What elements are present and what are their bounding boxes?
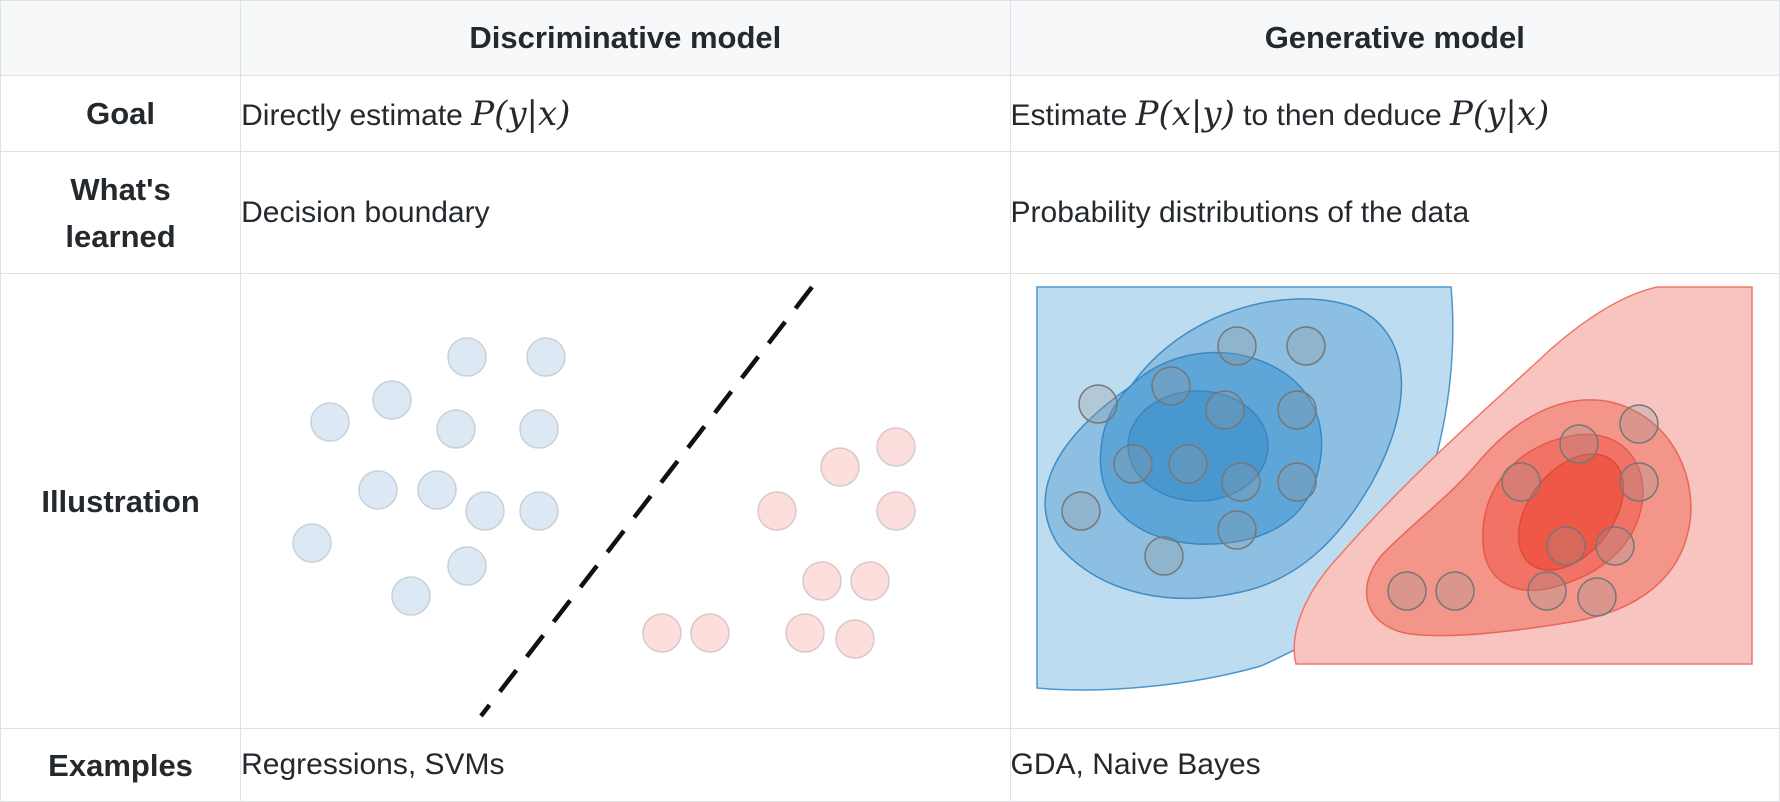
data-point bbox=[1434, 571, 1475, 611]
data-point bbox=[1150, 366, 1191, 406]
row-label-whats-learned-line1: What's bbox=[70, 171, 171, 207]
row-label-whats-learned: What's learned bbox=[0, 151, 242, 274]
data-point bbox=[1077, 384, 1118, 424]
blue-point bbox=[447, 337, 487, 377]
header-empty-cell bbox=[0, 0, 242, 76]
data-point bbox=[1112, 444, 1153, 484]
data-point bbox=[1500, 462, 1541, 502]
row-whats-learned: What's learned Decision boundary Probabil… bbox=[0, 151, 1780, 274]
blue-point bbox=[465, 491, 505, 531]
row-goal: Goal Directly estimate P(y|x) Estimate P… bbox=[0, 75, 1780, 152]
blue-point bbox=[519, 409, 559, 449]
header-generative: Generative model bbox=[1009, 0, 1780, 76]
header-row: Discriminative model Generative model bbox=[0, 0, 1780, 76]
header-discriminative: Discriminative model bbox=[240, 0, 1011, 76]
learned-discriminative: Decision boundary bbox=[240, 151, 1011, 274]
examples-generative: GDA, Naive Bayes bbox=[1009, 728, 1780, 802]
row-label-goal: Goal bbox=[0, 75, 242, 152]
goal-discriminative-formula: P(y|x) bbox=[471, 93, 571, 134]
illustration-generative bbox=[1009, 273, 1780, 729]
blue-class-points bbox=[292, 337, 566, 616]
red-point bbox=[757, 491, 797, 531]
red-point bbox=[850, 561, 890, 601]
illustration-discriminative bbox=[240, 273, 1011, 729]
blue-point bbox=[372, 380, 412, 420]
red-density-region bbox=[1293, 286, 1753, 665]
discriminative-illustration bbox=[292, 285, 916, 718]
red-point bbox=[876, 491, 916, 531]
data-point bbox=[1594, 526, 1635, 566]
data-point bbox=[1545, 526, 1586, 566]
goal-discriminative: Directly estimate P(y|x) bbox=[240, 75, 1011, 152]
decision-boundary bbox=[479, 285, 814, 718]
red-point bbox=[835, 619, 875, 659]
data-point bbox=[1143, 536, 1184, 576]
blue-point bbox=[292, 523, 332, 563]
data-point bbox=[1386, 571, 1427, 611]
data-point bbox=[1618, 404, 1659, 444]
data-point bbox=[1216, 326, 1257, 366]
red-class-points bbox=[642, 427, 916, 659]
row-examples: Examples Regressions, SVMs GDA, Naive Ba… bbox=[0, 728, 1780, 802]
data-point bbox=[1276, 390, 1317, 430]
red-point bbox=[876, 427, 916, 467]
blue-point bbox=[519, 491, 559, 531]
generative-data-points bbox=[1060, 326, 1659, 617]
blue-point bbox=[391, 576, 431, 616]
data-point bbox=[1526, 571, 1567, 611]
data-point bbox=[1558, 424, 1599, 464]
learned-generative: Probability distributions of the data bbox=[1009, 151, 1780, 274]
goal-generative: Estimate P(x|y) to then deduce P(y|x) bbox=[1009, 75, 1780, 152]
row-label-whats-learned-line2: learned bbox=[65, 218, 176, 254]
blue-point bbox=[436, 409, 476, 449]
data-point bbox=[1285, 326, 1326, 366]
goal-generative-formula-b: P(y|x) bbox=[1450, 93, 1550, 134]
data-point bbox=[1216, 510, 1257, 550]
row-illustration: Illustration bbox=[0, 273, 1780, 729]
examples-discriminative: Regressions, SVMs bbox=[240, 728, 1011, 802]
blue-point bbox=[526, 337, 566, 377]
goal-generative-formula-a: P(x|y) bbox=[1135, 93, 1235, 134]
data-point bbox=[1060, 491, 1101, 531]
data-point bbox=[1167, 444, 1208, 484]
data-point bbox=[1576, 577, 1617, 617]
red-point bbox=[820, 447, 860, 487]
generative-illustration bbox=[1035, 286, 1753, 691]
row-label-examples: Examples bbox=[0, 728, 242, 802]
data-point bbox=[1220, 462, 1261, 502]
data-point bbox=[1618, 462, 1659, 502]
blue-point bbox=[358, 470, 398, 510]
goal-discriminative-text: Directly estimate bbox=[241, 98, 472, 132]
goal-generative-text-b: to then deduce bbox=[1234, 98, 1451, 132]
red-point bbox=[785, 613, 825, 653]
data-point bbox=[1204, 390, 1245, 430]
red-point bbox=[802, 561, 842, 601]
blue-point bbox=[310, 402, 350, 442]
blue-point bbox=[447, 546, 487, 586]
blue-point bbox=[417, 470, 457, 510]
row-label-illustration: Illustration bbox=[0, 273, 242, 729]
data-point bbox=[1276, 462, 1317, 502]
red-point bbox=[690, 613, 730, 653]
goal-generative-text-a: Estimate bbox=[1010, 98, 1136, 132]
red-point bbox=[642, 613, 682, 653]
